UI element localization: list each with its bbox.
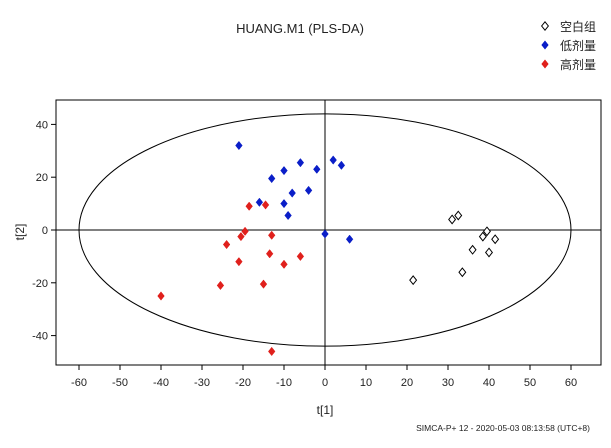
legend-marker-3 (541, 59, 549, 69)
x-tick-label: -50 (112, 377, 128, 389)
data-point-3 (222, 239, 231, 250)
data-point-2 (329, 155, 337, 165)
legend-label-2: 低剂量 (560, 38, 596, 53)
x-tick-label: 10 (360, 377, 372, 389)
data-point-2 (235, 140, 243, 151)
y-tick-label: -40 (32, 331, 48, 343)
data-point-2 (288, 188, 296, 198)
data-point-1 (454, 210, 463, 221)
data-point-3 (259, 279, 268, 289)
legend-marker-1 (540, 20, 550, 32)
data-point-1 (468, 244, 477, 255)
legend-marker-2 (541, 40, 549, 50)
data-point-1 (478, 231, 487, 242)
plot-area-frame (55, 99, 602, 366)
data-point-2 (337, 160, 346, 170)
data-point-1 (484, 247, 494, 258)
data-point-1 (482, 226, 491, 237)
x-tick-label: -40 (153, 377, 169, 389)
y-tick-label: 20 (36, 172, 48, 184)
x-tick-label: -30 (194, 377, 210, 389)
data-point-3 (216, 280, 225, 291)
x-tick-label: 30 (442, 377, 454, 389)
data-point-2 (280, 165, 288, 176)
x-tick-label: 0 (322, 377, 328, 389)
data-point-1 (409, 275, 418, 286)
data-point-1 (491, 234, 500, 245)
data-point-3 (245, 201, 253, 211)
data-point-2 (313, 164, 321, 174)
data-point-3 (268, 230, 276, 240)
data-point-1 (458, 267, 467, 278)
data-point-3 (268, 346, 276, 357)
software-footer: SIMCA-P+ 12 - 2020-05-03 08:13:58 (UTC+8… (416, 423, 590, 433)
data-point-2 (268, 173, 276, 184)
x-tick-label: -20 (235, 377, 251, 389)
data-point-3 (296, 251, 305, 262)
data-point-3 (157, 291, 165, 301)
y-axis-label: t[2] (13, 224, 27, 241)
data-point-3 (261, 200, 270, 210)
data-point-3 (237, 231, 245, 242)
x-tick-label: -10 (276, 377, 292, 389)
confidence-ellipse (78, 113, 572, 347)
x-tick-label: 50 (524, 377, 536, 389)
data-point-2 (284, 210, 292, 221)
y-tick-label: -20 (32, 278, 48, 290)
data-point-2 (280, 198, 288, 209)
data-point-1 (448, 214, 457, 225)
data-point-3 (235, 257, 243, 267)
plot-content (56, 100, 601, 365)
axes: -60 -50 -40 -30 -20 -10 0 10 20 30 40 50 60 -40 -20 0 20… (32, 119, 577, 389)
legend-label-1: 空白组 (560, 19, 596, 34)
x-axis-label: t[1] (317, 403, 334, 417)
x-tick-label: 60 (565, 377, 577, 389)
chart-title: HUANG.M1 (PLS-DA) (236, 21, 364, 36)
x-tick-label: 20 (401, 377, 413, 389)
data-point-2 (304, 185, 313, 196)
x-tick-label: -60 (71, 377, 87, 389)
legend-label-3: 高剂量 (560, 57, 596, 72)
data-point-2 (345, 234, 354, 244)
data-point-3 (265, 249, 274, 259)
data-point-2 (321, 229, 329, 239)
y-tick-label: 40 (36, 119, 48, 131)
x-tick-label: 40 (483, 377, 495, 389)
data-point-3 (280, 259, 288, 269)
data-point-3 (241, 226, 249, 236)
data-point-2 (255, 197, 264, 207)
data-point-2 (296, 158, 305, 168)
y-tick-label: 0 (42, 225, 48, 237)
